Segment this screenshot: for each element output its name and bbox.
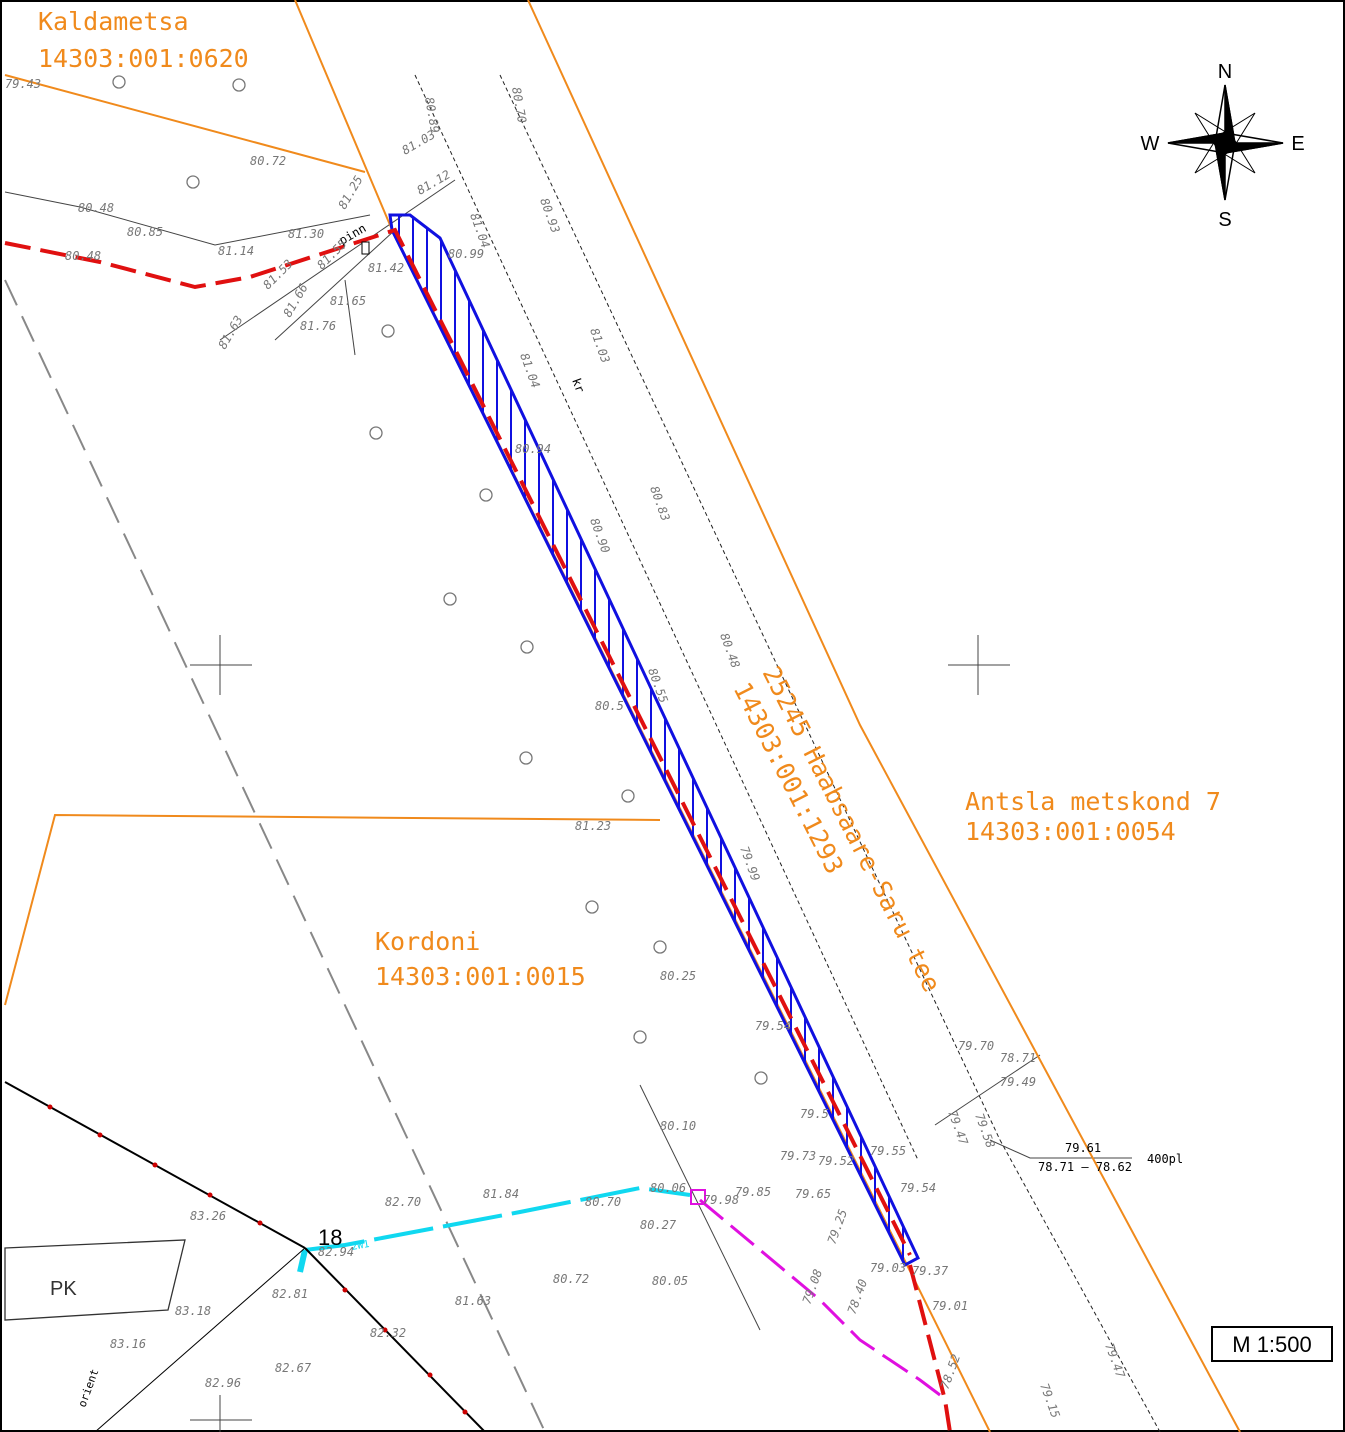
elevation: 81.65 — [330, 294, 366, 308]
parcel-code: 14303:001:0054 — [965, 817, 1176, 846]
elevation: 79.52 — [818, 1154, 854, 1168]
culvert-top: 79.61 — [1065, 1141, 1101, 1155]
power-markers — [47, 1104, 468, 1415]
elevation: 78.71 — [1000, 1051, 1036, 1065]
elevation: 82.70 — [385, 1195, 421, 1209]
elevation: 79.65 — [795, 1187, 831, 1201]
elevation: 83.16 — [110, 1337, 146, 1351]
parcel-code: 14303:001:0015 — [375, 962, 586, 991]
dashed-line — [4, 279, 546, 1432]
elevation: 80.5 — [595, 699, 624, 713]
compass — [1167, 84, 1284, 201]
elevation: 80.27 — [640, 1218, 677, 1232]
pole-label: 18 — [318, 1225, 342, 1250]
elevation: 80.10 — [660, 1119, 696, 1133]
elevation: 79.01 — [932, 1299, 968, 1313]
elevation: 81.76 — [300, 319, 336, 333]
elevation: 79.43 — [5, 77, 41, 91]
culvert-bottom: 78.71 – 78.62 — [1038, 1160, 1132, 1174]
elevation: 81.23 — [575, 819, 611, 833]
elevation: 81.84 — [483, 1187, 519, 1201]
cable-line-red — [908, 1264, 952, 1432]
elevation: 81.14 — [218, 244, 254, 258]
cable-line-red — [4, 227, 912, 1256]
scale-box — [1211, 1326, 1333, 1362]
elevation: 82.67 — [275, 1361, 312, 1375]
trees — [112, 75, 768, 1085]
parcel-name: Kordoni — [375, 927, 480, 956]
elevation: 79.54 — [755, 1019, 791, 1033]
building-label: PK — [50, 1278, 77, 1300]
elevation: 80.06 — [650, 1181, 686, 1195]
elevation: 79.55 — [870, 1144, 906, 1158]
cable-label: 2W1 — [351, 1239, 371, 1253]
elevation: 83.26 — [190, 1209, 226, 1223]
elevation: 81.30 — [288, 227, 324, 241]
survey-lines — [414, 74, 1161, 1432]
elevation: 82.32 — [370, 1326, 406, 1340]
compass-s: S — [1218, 209, 1231, 231]
elevation: 79.5 — [800, 1107, 829, 1121]
elevation: 79.70 — [958, 1039, 994, 1053]
elevation: 80.25 — [660, 969, 696, 983]
elevation: 82.94 — [318, 1245, 354, 1259]
compass-w: W — [1141, 133, 1160, 155]
ditch-label: kr — [569, 376, 587, 394]
survey-ticks — [4, 179, 1132, 1432]
elevation: 80.70 — [585, 1195, 621, 1209]
elevation: 82.96 — [205, 1376, 241, 1390]
elevation: 79.85 — [735, 1185, 771, 1199]
post — [361, 241, 370, 255]
elevation: 81.63 — [455, 1294, 491, 1308]
cable-line-magenta — [699, 1198, 941, 1397]
culvert-label: 400pl — [1147, 1152, 1183, 1166]
building — [4, 1239, 186, 1321]
scale: M 1:500 — [1232, 1332, 1312, 1357]
box — [690, 1189, 706, 1205]
parcel-code: 14303:001:0620 — [38, 44, 249, 73]
elevation: 79.54 — [900, 1181, 936, 1195]
compass-n: N — [1218, 61, 1232, 83]
elevation: 79.37 — [912, 1264, 949, 1278]
elevation: 79.49 — [1000, 1075, 1036, 1089]
elevation: 79.98 — [703, 1193, 739, 1207]
elevation: 83.18 — [175, 1304, 211, 1318]
elevation: 81.42 — [368, 261, 404, 275]
elevation: 80.48 — [78, 201, 114, 215]
elevation: 80.85 — [127, 225, 163, 239]
compass-e: E — [1291, 133, 1304, 155]
elevation: 80.70 — [509, 86, 529, 124]
elevation: 80.94 — [515, 442, 551, 456]
cable-line-cyan — [304, 1185, 691, 1252]
parcel-name: Antsla metskond 7 — [965, 787, 1221, 816]
elevation: 80.72 — [553, 1272, 589, 1286]
elevation: 80.99 — [448, 247, 484, 261]
elevation: 80.48 — [65, 249, 101, 263]
elevation: 79.03 — [870, 1261, 906, 1275]
parcel-name: Kaldametsa — [38, 7, 189, 36]
elevation: 80.72 — [250, 154, 286, 168]
elevation: 82.81 — [272, 1287, 308, 1301]
elevation: 79.73 — [780, 1149, 816, 1163]
elevation: 80.89 — [422, 96, 442, 134]
cable-line-cyan — [297, 1249, 308, 1273]
elevation: 80.05 — [652, 1274, 688, 1288]
